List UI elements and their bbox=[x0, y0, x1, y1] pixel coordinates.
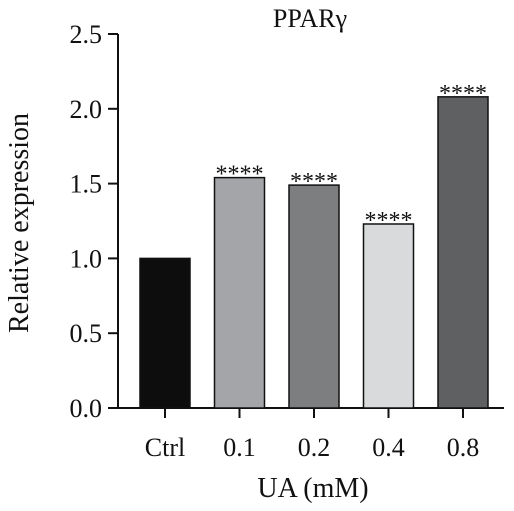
y-tick-label: 1.0 bbox=[70, 244, 103, 273]
chart-title: PPARγ bbox=[273, 4, 347, 33]
y-tick-label: 2.0 bbox=[70, 95, 103, 124]
x-tick-label: 0.1 bbox=[223, 433, 256, 462]
bar bbox=[362, 223, 415, 409]
y-tick-label: 0.0 bbox=[70, 394, 103, 423]
bar bbox=[437, 96, 489, 409]
y-tick-label: 1.5 bbox=[70, 170, 103, 199]
x-tick-label: 0.8 bbox=[447, 433, 480, 462]
x-tick-label: 0.4 bbox=[372, 433, 405, 462]
significance-label: **** bbox=[216, 162, 264, 188]
y-tick-label: 2.5 bbox=[70, 20, 103, 49]
x-tick-label: Ctrl bbox=[145, 433, 185, 462]
plot-area: 0.0 0.5 1.0 1.5 2.0 2.5 Ctrl 0.1 **** 0.2 **** 0.4 *… bbox=[70, 20, 504, 462]
bar bbox=[288, 184, 340, 409]
y-axis-label: Relative expression bbox=[4, 113, 35, 333]
x-axis-label: UA (mM) bbox=[257, 473, 368, 504]
bar bbox=[213, 176, 266, 409]
bar bbox=[139, 257, 191, 409]
significance-label: **** bbox=[290, 169, 338, 195]
significance-label: **** bbox=[439, 81, 487, 107]
x-tick-label: 0.2 bbox=[298, 433, 331, 462]
y-tick-label: 0.5 bbox=[70, 319, 103, 348]
significance-label: **** bbox=[365, 208, 413, 234]
